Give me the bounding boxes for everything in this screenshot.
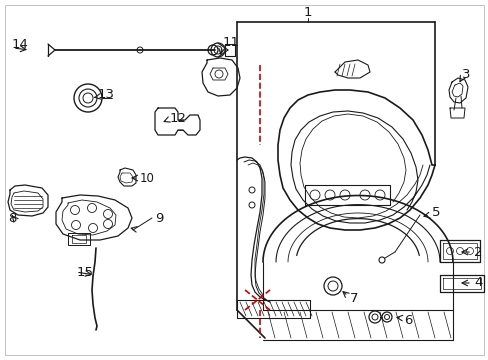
- Text: 15: 15: [77, 266, 94, 279]
- Text: 8: 8: [8, 211, 16, 225]
- Text: 4: 4: [473, 275, 481, 288]
- Text: 9: 9: [155, 211, 163, 225]
- Text: 3: 3: [461, 68, 469, 81]
- Text: 7: 7: [349, 292, 358, 305]
- Text: 13: 13: [98, 89, 115, 102]
- Text: 1: 1: [303, 5, 312, 18]
- Text: 12: 12: [170, 112, 186, 125]
- Text: 14: 14: [12, 39, 29, 51]
- Text: 6: 6: [403, 314, 411, 327]
- Text: 10: 10: [140, 171, 155, 184]
- Text: 2: 2: [473, 246, 482, 258]
- Text: 5: 5: [431, 206, 440, 219]
- Text: 11: 11: [223, 36, 240, 49]
